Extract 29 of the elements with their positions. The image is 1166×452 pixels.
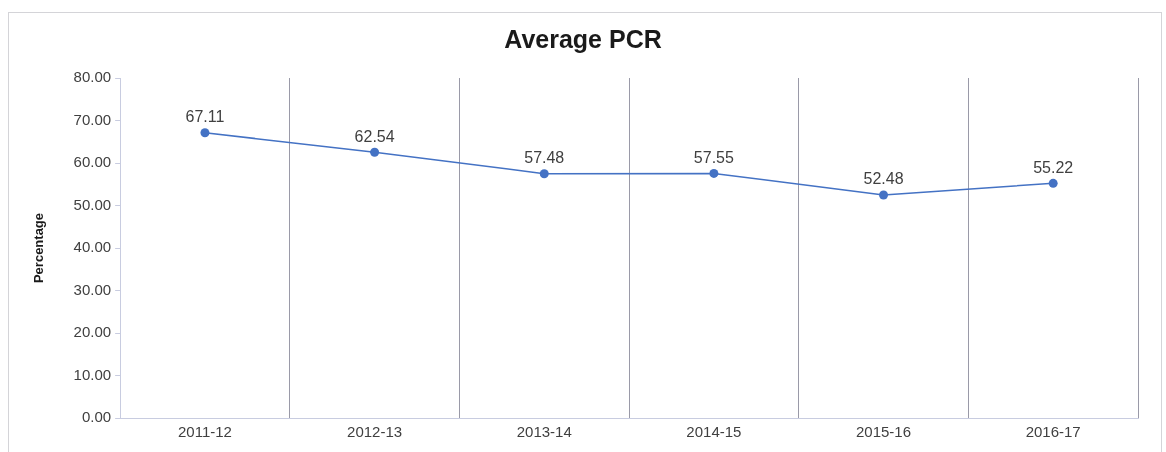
y-tick-label: 50.00: [73, 195, 112, 213]
x-tick-label: 2012-13: [347, 423, 403, 441]
point: [200, 128, 210, 138]
data-label: 67.11: [185, 108, 225, 126]
y-tick-label: 30.00: [73, 280, 112, 298]
y-tick-label: 20.00: [73, 323, 112, 341]
point: [539, 169, 549, 179]
data-label: 57.55: [693, 148, 735, 166]
chart-title: Average PCR: [504, 24, 662, 53]
x-tick-label: 2014-15: [686, 423, 742, 441]
x-tick-label: 2011-12: [177, 423, 232, 441]
x-tick-label: 2013-14: [516, 423, 572, 441]
data-label: 57.48: [524, 149, 565, 167]
x-tick-label: 2015-16: [856, 423, 912, 441]
data-label: 55.22: [1033, 158, 1074, 176]
y-tick-label: 70.00: [73, 110, 112, 128]
data-label: 62.54: [354, 127, 395, 145]
y-axis-title: Percentage: [31, 212, 47, 284]
y-tick-label: 10.00: [73, 365, 112, 383]
point: [370, 147, 380, 157]
point: [879, 190, 889, 200]
data-label: 52.48: [863, 170, 904, 188]
point: [709, 168, 719, 178]
y-tick-label: 40.00: [73, 238, 112, 256]
x-tick-label: 2016-17: [1025, 423, 1081, 441]
y-tick-label: 60.00: [73, 153, 112, 171]
y-tick-label: 0.00: [81, 408, 112, 426]
point: [1048, 178, 1058, 188]
y-tick-label: 80.00: [73, 68, 112, 86]
